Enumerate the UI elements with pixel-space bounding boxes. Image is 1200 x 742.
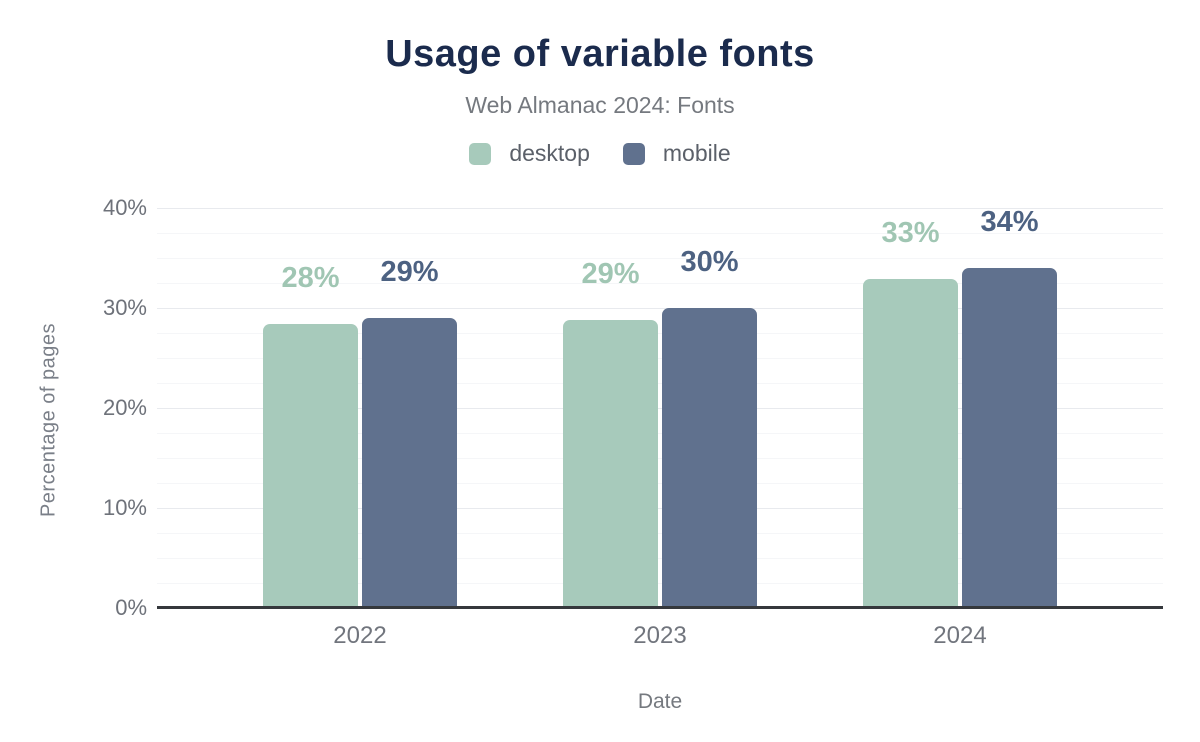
y-axis-title: Percentage of pages <box>37 322 60 518</box>
legend-swatch-mobile-icon <box>622 142 645 165</box>
gridline-minor <box>157 233 1163 234</box>
x-axis-tick-label: 2022 <box>333 622 387 649</box>
gridline-major <box>157 508 1163 509</box>
gridline-minor <box>157 358 1163 359</box>
value-label-desktop-2022: 28% <box>281 262 340 294</box>
bar-desktop-2024 <box>863 279 958 607</box>
value-label-mobile-2023: 30% <box>680 246 739 278</box>
value-label-mobile-2022: 29% <box>380 256 439 288</box>
gridline-minor <box>157 258 1163 259</box>
gridline-minor <box>157 558 1163 559</box>
gridline-minor <box>157 533 1163 534</box>
gridline-major <box>157 308 1163 309</box>
legend-item-mobile: mobile <box>622 140 731 167</box>
value-label-desktop-2024: 33% <box>881 217 940 249</box>
bar-desktop-2023 <box>563 320 658 607</box>
x-axis-line <box>157 606 1163 609</box>
legend-swatch-desktop-icon <box>469 142 492 165</box>
x-axis-title: Date <box>637 690 683 713</box>
y-axis-tick-label: 0% <box>115 595 147 620</box>
bar-mobile-2022 <box>362 318 457 607</box>
y-axis-tick-label: 40% <box>102 195 147 220</box>
legend-label-mobile: mobile <box>662 140 731 166</box>
gridline-major <box>157 208 1163 209</box>
y-axis-tick-label: 10% <box>102 495 147 520</box>
x-axis-tick-label: 2024 <box>933 622 987 649</box>
gridline-minor <box>157 383 1163 384</box>
gridline-major <box>157 408 1163 409</box>
y-axis-tick-label: 20% <box>102 395 147 420</box>
y-axis-tick-label: 30% <box>102 295 147 320</box>
legend-label-desktop: desktop <box>509 140 590 166</box>
bar-desktop-2022 <box>263 324 358 607</box>
legend-item-desktop: desktop <box>469 140 590 167</box>
bar-mobile-2024 <box>962 268 1057 607</box>
gridline-minor <box>157 283 1163 284</box>
gridline-minor <box>157 333 1163 334</box>
bar-mobile-2023 <box>662 308 757 607</box>
gridline-minor <box>157 583 1163 584</box>
gridline-minor <box>157 458 1163 459</box>
gridline-minor <box>157 433 1163 434</box>
gridline-minor <box>157 483 1163 484</box>
value-label-mobile-2024: 34% <box>980 206 1039 238</box>
x-axis-tick-label: 2023 <box>633 622 687 649</box>
value-label-desktop-2023: 29% <box>581 258 640 290</box>
chart-subtitle: Web Almanac 2024: Fonts <box>465 92 735 118</box>
legend: desktop mobile <box>0 140 1200 167</box>
chart-title: Usage of variable fonts <box>385 33 815 75</box>
